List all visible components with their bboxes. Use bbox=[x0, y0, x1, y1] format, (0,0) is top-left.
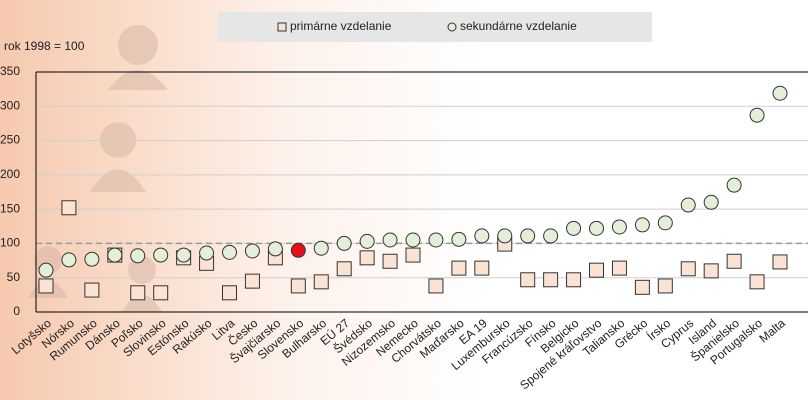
point bbox=[681, 262, 695, 276]
point bbox=[62, 253, 76, 267]
point bbox=[635, 218, 649, 232]
legend-label: primárne vzdelanie bbox=[290, 19, 392, 33]
point bbox=[590, 263, 604, 277]
y-tick-label: 50 bbox=[7, 270, 21, 284]
point bbox=[245, 244, 259, 258]
point bbox=[750, 275, 764, 289]
point bbox=[612, 261, 626, 275]
point bbox=[108, 248, 122, 262]
point bbox=[406, 233, 420, 247]
point bbox=[498, 229, 512, 243]
point bbox=[567, 221, 581, 235]
point bbox=[727, 254, 741, 268]
legend-marker bbox=[448, 23, 456, 31]
legend-label: sekundárne vzdelanie bbox=[460, 19, 577, 33]
point bbox=[85, 252, 99, 266]
point bbox=[750, 108, 764, 122]
point bbox=[131, 249, 145, 263]
point bbox=[291, 279, 305, 293]
point bbox=[360, 234, 374, 248]
point bbox=[681, 198, 695, 212]
point bbox=[291, 243, 305, 257]
point bbox=[452, 261, 466, 275]
point bbox=[544, 273, 558, 287]
y-tick-label: 150 bbox=[0, 201, 20, 215]
point bbox=[383, 233, 397, 247]
y-tick-label: 100 bbox=[0, 236, 20, 250]
point bbox=[337, 236, 351, 250]
point bbox=[131, 286, 145, 300]
point bbox=[704, 195, 718, 209]
point bbox=[223, 286, 237, 300]
point bbox=[268, 242, 282, 256]
point bbox=[727, 178, 741, 192]
point bbox=[521, 273, 535, 287]
point bbox=[590, 221, 604, 235]
point bbox=[567, 273, 581, 287]
point bbox=[773, 255, 787, 269]
point bbox=[429, 233, 443, 247]
point bbox=[612, 220, 626, 234]
point bbox=[704, 264, 718, 278]
point bbox=[360, 251, 374, 265]
point bbox=[39, 279, 53, 293]
y-axis-note: rok 1998 = 100 bbox=[4, 39, 85, 53]
y-tick-label: 250 bbox=[0, 133, 20, 147]
point bbox=[544, 229, 558, 243]
point bbox=[62, 201, 76, 215]
point bbox=[658, 216, 672, 230]
point bbox=[154, 286, 168, 300]
point bbox=[635, 280, 649, 294]
legend-marker bbox=[278, 23, 286, 31]
point bbox=[773, 86, 787, 100]
point bbox=[406, 248, 420, 262]
point bbox=[521, 229, 535, 243]
point bbox=[314, 241, 328, 255]
point bbox=[452, 232, 466, 246]
point bbox=[39, 263, 53, 277]
point bbox=[314, 275, 328, 289]
y-tick-label: 200 bbox=[0, 167, 20, 181]
point bbox=[337, 262, 351, 276]
point bbox=[658, 279, 672, 293]
y-tick-label: 350 bbox=[0, 64, 20, 78]
point bbox=[429, 279, 443, 293]
point bbox=[223, 245, 237, 259]
point bbox=[85, 283, 99, 297]
point bbox=[383, 254, 397, 268]
point bbox=[154, 248, 168, 262]
point bbox=[475, 261, 489, 275]
point bbox=[475, 229, 489, 243]
point bbox=[177, 248, 191, 262]
y-tick-label: 300 bbox=[0, 98, 20, 112]
point bbox=[245, 274, 259, 288]
y-tick-label: 0 bbox=[13, 304, 20, 318]
chart: rok 1998 = 100 050100150200250300350Loty… bbox=[0, 0, 808, 400]
point bbox=[200, 246, 214, 260]
